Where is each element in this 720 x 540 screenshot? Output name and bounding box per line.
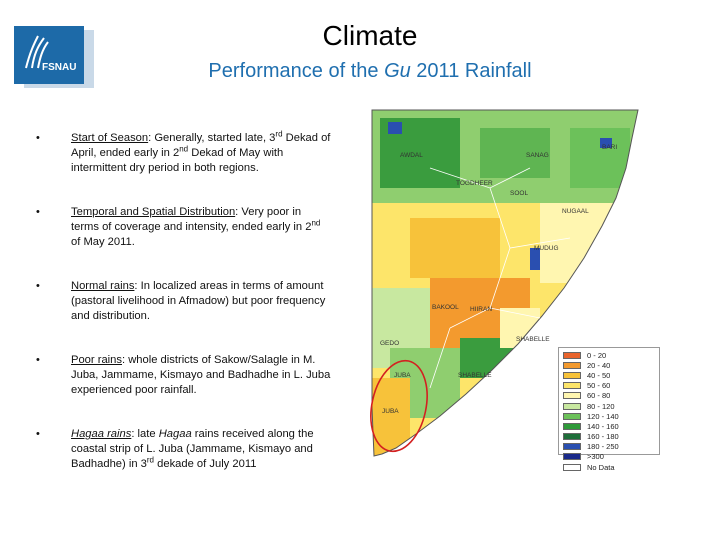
bullet-term: Poor rains bbox=[71, 354, 122, 366]
bullet-normal-rains: • Normal rains: In localized areas in te… bbox=[36, 279, 332, 324]
bullet-text: of May 2011. bbox=[71, 236, 135, 248]
bullet-term: Normal rains bbox=[71, 280, 135, 292]
bullet-sup: nd bbox=[179, 144, 189, 154]
highlight-ellipse bbox=[370, 359, 428, 453]
bullet-text: dekade of July 2011 bbox=[154, 458, 257, 470]
map-outline bbox=[371, 109, 639, 457]
subtitle-italic: Gu bbox=[384, 60, 411, 82]
legend-label: 40 - 50 bbox=[587, 370, 611, 380]
bullet-text: : In localized areas in terms of amount … bbox=[71, 280, 326, 322]
bullet-italic: Hagaa bbox=[158, 428, 192, 440]
bullet-text: Dekad of April, ended early in 2 bbox=[71, 132, 331, 159]
map-legend: 0 - 20 20 - 40 40 - 50 50 - 60 60 - 80 80 - 1… bbox=[558, 347, 660, 472]
bullet-start-of-season: • Start of Season: Generally, started la… bbox=[36, 129, 332, 176]
legend-row: 60 - 80 bbox=[563, 391, 655, 401]
bullet-term: Hagaa rains bbox=[71, 428, 132, 440]
legend-swatch bbox=[563, 412, 581, 420]
legend-swatch bbox=[563, 371, 581, 379]
map-label: SHABELLE bbox=[516, 336, 550, 343]
bullet-sup: nd bbox=[311, 218, 321, 228]
legend-label: 60 - 80 bbox=[587, 391, 611, 401]
legend-label: 120 - 140 bbox=[587, 411, 619, 421]
legend-label: 180 - 250 bbox=[587, 442, 619, 452]
map-label: SANAG bbox=[526, 152, 549, 159]
legend-swatch bbox=[563, 422, 581, 430]
map-label: GEDO bbox=[380, 340, 400, 347]
bullet-text: Dekad of May with intermittent dry perio… bbox=[71, 147, 284, 174]
bullet-marker: • bbox=[36, 354, 40, 366]
legend-row: 140 - 160 bbox=[563, 421, 655, 431]
map-label: TOGDHEER bbox=[456, 180, 493, 187]
bullet-text: : Very poor in terms of coverage and int… bbox=[71, 206, 312, 233]
legend-swatch bbox=[563, 443, 581, 451]
map-label: SOOL bbox=[510, 190, 529, 197]
legend-row: 180 - 250 bbox=[563, 442, 655, 452]
legend-row: No Data bbox=[563, 462, 655, 472]
legend-swatch bbox=[563, 433, 581, 441]
bullet-hagaa-rains: • Hagaa rains: late Hagaa rains received… bbox=[36, 427, 332, 472]
bullet-text: : late bbox=[131, 428, 159, 440]
legend-label: >300 bbox=[587, 452, 604, 462]
map-label: SHABELLE bbox=[458, 372, 492, 379]
legend-label: 140 - 160 bbox=[587, 421, 619, 431]
bullet-sup: rd bbox=[275, 129, 283, 139]
legend-label: No Data bbox=[587, 462, 615, 472]
legend-swatch bbox=[563, 463, 581, 471]
bullet-marker: • bbox=[36, 132, 40, 144]
bullet-marker: • bbox=[36, 206, 40, 218]
legend-row: 40 - 50 bbox=[563, 370, 655, 380]
map-label: MUDUG bbox=[534, 245, 559, 252]
legend-row: >300 bbox=[563, 452, 655, 462]
legend-swatch bbox=[563, 392, 581, 400]
bullet-text: : whole districts of Sakow/Salagle in M.… bbox=[71, 354, 331, 396]
page-title: Climate bbox=[322, 20, 418, 51]
subtitle-suffix: 2011 Rainfall bbox=[410, 60, 532, 82]
bullet-text: rains received along the coastal strip o… bbox=[71, 428, 314, 470]
map-label: AWDAL bbox=[400, 152, 423, 159]
legend-swatch bbox=[563, 402, 581, 410]
map-label: BARI bbox=[602, 144, 618, 151]
legend-row: 160 - 180 bbox=[563, 432, 655, 442]
legend-swatch bbox=[563, 351, 581, 359]
bullet-temporal-spatial: • Temporal and Spatial Distribution: Ver… bbox=[36, 205, 332, 250]
bullet-marker: • bbox=[36, 280, 40, 292]
bullet-term: Start of Season bbox=[71, 132, 149, 144]
map-label: BAKOOL bbox=[432, 304, 459, 311]
bullet-marker: • bbox=[36, 428, 40, 440]
map-label: NUGAAL bbox=[562, 208, 589, 215]
legend-label: 0 - 20 bbox=[587, 350, 607, 360]
legend-label: 160 - 180 bbox=[587, 432, 619, 442]
page-subtitle: Performance of the Gu 2011 Rainfall bbox=[160, 60, 580, 83]
legend-label: 50 - 60 bbox=[587, 381, 611, 391]
legend-swatch bbox=[563, 361, 581, 369]
legend-label: 80 - 120 bbox=[587, 401, 615, 411]
legend-row: 80 - 120 bbox=[563, 401, 655, 411]
bullet-text: : Generally, started late, 3 bbox=[148, 132, 276, 144]
legend-row: 0 - 20 bbox=[563, 350, 655, 360]
legend-swatch bbox=[563, 382, 581, 390]
bullet-list: • Start of Season: Generally, started la… bbox=[36, 129, 332, 501]
logo-text: FSNAU bbox=[42, 62, 76, 73]
bullet-sup: rd bbox=[146, 455, 155, 465]
legend-row: 120 - 140 bbox=[563, 411, 655, 421]
bullet-term: Temporal and Spatial Distribution bbox=[71, 206, 236, 218]
fsnau-logo: FSNAU bbox=[12, 24, 98, 92]
map-label: JUBA bbox=[382, 408, 399, 415]
legend-swatch bbox=[563, 453, 581, 461]
region-boundaries bbox=[429, 167, 571, 389]
map-label: HIIRAN bbox=[470, 306, 493, 313]
subtitle-prefix: Performance of the bbox=[208, 60, 385, 82]
bullet-poor-rains: • Poor rains: whole districts of Sakow/S… bbox=[36, 353, 332, 398]
map-label: JUBA bbox=[394, 372, 411, 379]
legend-row: 20 - 40 bbox=[563, 360, 655, 370]
legend-row: 50 - 60 bbox=[563, 381, 655, 391]
legend-label: 20 - 40 bbox=[587, 360, 611, 370]
